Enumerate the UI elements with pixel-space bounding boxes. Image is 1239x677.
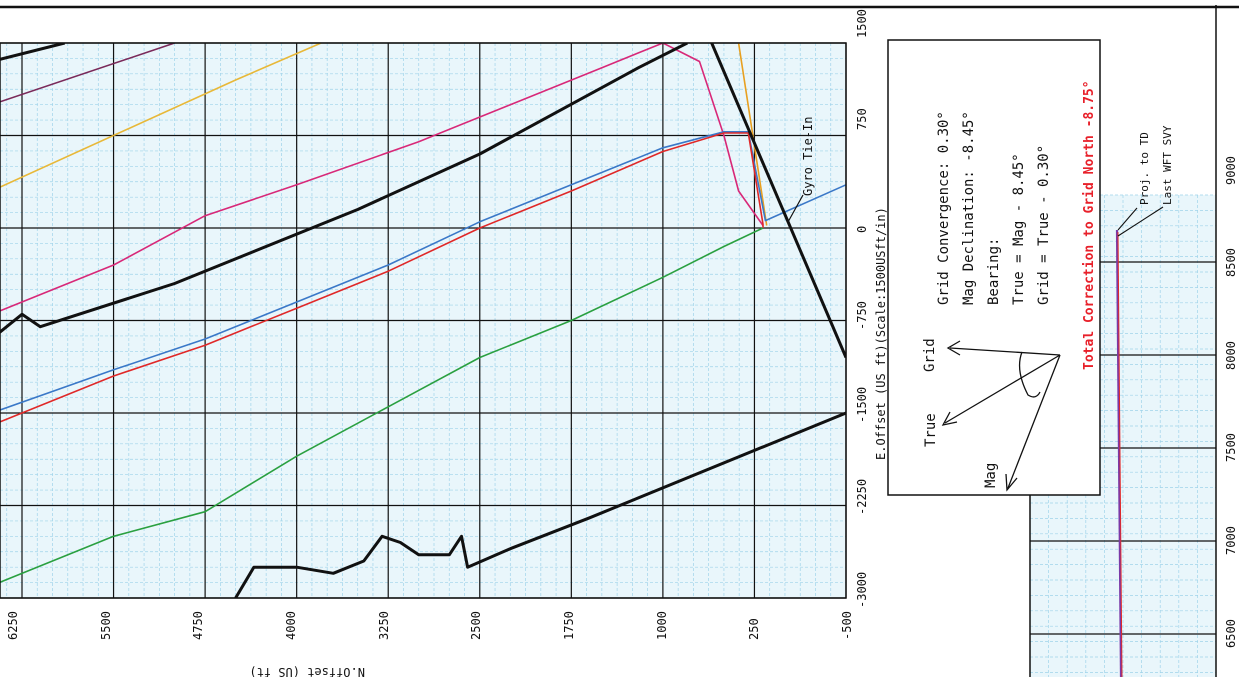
x-tick-label: 1000 (655, 611, 669, 640)
y-tick-label: -2250 (855, 479, 869, 515)
y-tick-label: 750 (855, 108, 869, 130)
x-tick-label: 5500 (99, 611, 113, 640)
series-line (0, 132, 764, 423)
side-tick-label: 6500 (1224, 619, 1238, 648)
series-line (0, 43, 66, 61)
side-tick-label: 9000 (1224, 156, 1238, 185)
series-line (710, 43, 846, 359)
arrow-mag-label: Mag (983, 463, 999, 488)
bearing-text: Bearing: (986, 238, 1002, 305)
x-tick-label: 6250 (6, 611, 20, 640)
north-reference-box: Grid Convergence: 0.30° Mag Declination:… (887, 39, 1101, 496)
series-line (0, 227, 764, 584)
x-tick-label: 250 (747, 618, 761, 640)
series-line (234, 411, 846, 598)
side-tick-label: 7000 (1224, 526, 1238, 555)
y-tick-label: -750 (855, 301, 869, 330)
grid-equation-text: Grid = True - 0.30° (1036, 145, 1052, 305)
proj-to-td-label: Proj. to TD (1138, 132, 1151, 205)
x-tick-label: 4750 (191, 611, 205, 640)
major-grid (0, 42, 847, 599)
y-tick-label: -3000 (855, 572, 869, 608)
x-tick-label: 4000 (284, 611, 298, 640)
mag-declination-text: Mag Declination: -8.45° (961, 111, 977, 305)
series-layer (0, 43, 846, 598)
x-tick-label: -500 (840, 611, 854, 640)
main-plot: Gyro Tie-In 6250 5500 4750 4000 3250 250… (0, 9, 888, 677)
series-line (0, 43, 688, 335)
last-svy-label: Last WFT SVY (1161, 125, 1174, 205)
true-equation-text: True = Mag - 8.45° (1011, 153, 1027, 305)
gyro-tie-in-label: Gyro Tie-In (801, 117, 815, 196)
x-axis-label: N.Offset (US ft) (249, 665, 365, 677)
y-axis-label: E.Offset (US ft)(Scale:1500USft/in) (874, 207, 888, 460)
y-tick-label: -1500 (855, 387, 869, 423)
grid-convergence-text: Grid Convergence: 0.30° (936, 111, 952, 305)
x-tick-label: 3250 (377, 611, 391, 640)
arrow-true-label: True (923, 413, 939, 447)
side-tick-label: 8500 (1224, 248, 1238, 277)
north-arrows-icon (941, 340, 1061, 492)
gyro-tie-in-leader (787, 194, 804, 223)
side-wellbore-line-red (1117, 231, 1123, 677)
total-correction-text: Total Correction to Grid North -8.75° (1082, 80, 1097, 370)
y-tick-label: 1500 (855, 9, 869, 38)
series-line (737, 43, 768, 226)
last-svy-leader (1117, 206, 1164, 237)
side-tick-label: 7500 (1224, 433, 1238, 462)
side-wellbore-line (1115, 229, 1123, 677)
north-reference-frame (887, 39, 1101, 496)
y-tick-label: 0 (855, 226, 869, 233)
proj-to-td-leader (1117, 207, 1138, 231)
series-line (0, 43, 764, 312)
series-line (0, 43, 175, 103)
series-line (0, 43, 322, 189)
plot-frame (0, 42, 847, 599)
arrow-grid-label: Grid (922, 338, 938, 372)
x-tick-label: 2500 (469, 611, 483, 640)
side-tick-label: 8000 (1224, 341, 1238, 370)
x-tick-label: 1750 (562, 611, 576, 640)
